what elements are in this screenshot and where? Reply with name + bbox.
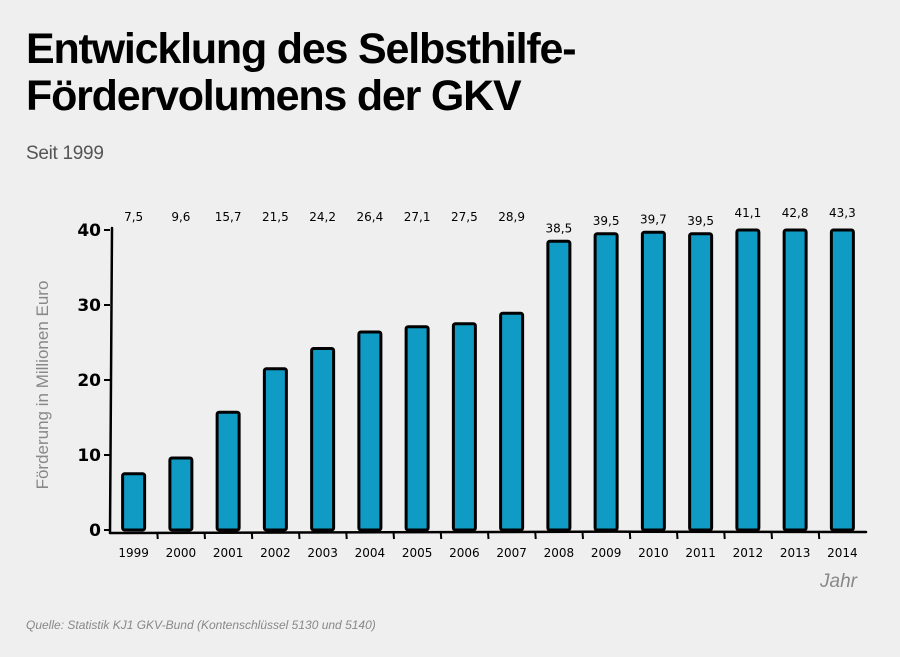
x-tick-label-2013: 2013: [780, 546, 811, 560]
value-label-2005: 27,1: [404, 210, 431, 224]
x-tick: [534, 531, 537, 540]
value-label-2009: 39,5: [593, 214, 620, 228]
bar-2014: [829, 228, 855, 532]
value-label-2011: 39,5: [687, 214, 714, 228]
x-axis-line: [108, 530, 868, 535]
x-tick: [156, 531, 159, 540]
bar-2001: [215, 410, 241, 532]
x-tick-label-2008: 2008: [544, 546, 575, 560]
x-tick: [298, 531, 301, 540]
value-label-2003: 24,2: [309, 210, 336, 224]
value-label-2007: 28,9: [498, 210, 525, 224]
x-tick: [723, 531, 726, 540]
x-tick-label-2007: 2007: [496, 546, 527, 560]
bar-2005: [404, 325, 430, 532]
value-label-2006: 27,5: [451, 210, 478, 224]
value-label-2000: 9,6: [171, 210, 190, 224]
value-label-2013: 42,8: [782, 206, 809, 220]
axes: 0 10 20 30 40: [77, 221, 868, 541]
value-label-2004: 26,4: [357, 210, 384, 224]
y-tick-label: 0: [89, 521, 101, 541]
x-tick: [676, 531, 679, 540]
x-tick-label-2004: 2004: [355, 546, 386, 560]
x-tick: [250, 531, 254, 540]
value-label-2008: 38,5: [546, 221, 573, 235]
value-label-2014: 43,3: [829, 206, 856, 220]
bar-2011: [688, 232, 714, 532]
x-tick-label-2011: 2011: [685, 546, 716, 560]
bar-2012: [735, 228, 761, 532]
x-tick-label-2012: 2012: [733, 546, 764, 560]
value-label-2012: 41,1: [735, 206, 762, 220]
x-axis-title: Jahr: [820, 571, 857, 592]
bar-2008: [546, 239, 572, 532]
x-tick-label-2010: 2010: [638, 546, 669, 560]
labels: 7,5 1999 9,6 2000 15,7 2001 21,5 2002 24,2 2003 26…: [118, 206, 857, 560]
x-tick-label-2002: 2002: [260, 546, 291, 560]
bar-2013: [782, 228, 808, 532]
x-tick: [770, 531, 773, 540]
bar-1999: [121, 472, 147, 532]
x-tick-label-2009: 2009: [591, 546, 622, 560]
x-tick: [581, 531, 584, 540]
chart-subtitle: Seit 1999: [26, 143, 104, 164]
x-tick: [203, 531, 206, 540]
value-label-1999: 7,5: [124, 210, 143, 224]
y-axis-line: [108, 226, 114, 535]
x-tick: [817, 531, 821, 540]
x-tick: [628, 531, 632, 540]
x-tick-label-2014: 2014: [827, 546, 858, 560]
y-tick-label: 10: [77, 446, 101, 466]
bar-2009: [593, 232, 619, 532]
y-tick-label: 40: [77, 221, 101, 241]
x-tick: [487, 531, 490, 540]
y-tick-label: 30: [77, 296, 101, 316]
x-tick: [392, 531, 395, 540]
chart-title: Entwicklung des Selbsthilfe- Fördervolum…: [26, 25, 577, 120]
x-tick-label-2001: 2001: [213, 546, 244, 560]
chart-title-line2: Fördervolumens der GKV: [26, 72, 522, 120]
y-tick-label: 20: [77, 371, 101, 391]
bar-2004: [357, 330, 383, 532]
value-label-2001: 15,7: [215, 210, 242, 224]
x-tick-label-2005: 2005: [402, 546, 433, 560]
bar-2003: [310, 347, 336, 532]
x-tick-label-2000: 2000: [166, 546, 197, 560]
bar-2002: [262, 367, 288, 532]
bar-2007: [499, 311, 525, 532]
x-tick-label-2006: 2006: [449, 546, 480, 560]
bars: [121, 228, 855, 532]
bar-2006: [451, 322, 477, 532]
bar-2010: [640, 230, 666, 532]
x-tick: [345, 531, 348, 540]
x-tick: [439, 531, 443, 540]
value-label-2010: 39,7: [640, 212, 667, 226]
x-tick-label-2003: 2003: [307, 546, 338, 560]
value-label-2002: 21,5: [262, 210, 289, 224]
x-tick-label-1999: 1999: [118, 546, 149, 560]
bar-2000: [168, 456, 194, 532]
source-note: Quelle: Statistik KJ1 GKV-Bund (Kontensc…: [26, 618, 376, 632]
chart-title-line1: Entwicklung des Selbsthilfe-: [26, 25, 577, 73]
